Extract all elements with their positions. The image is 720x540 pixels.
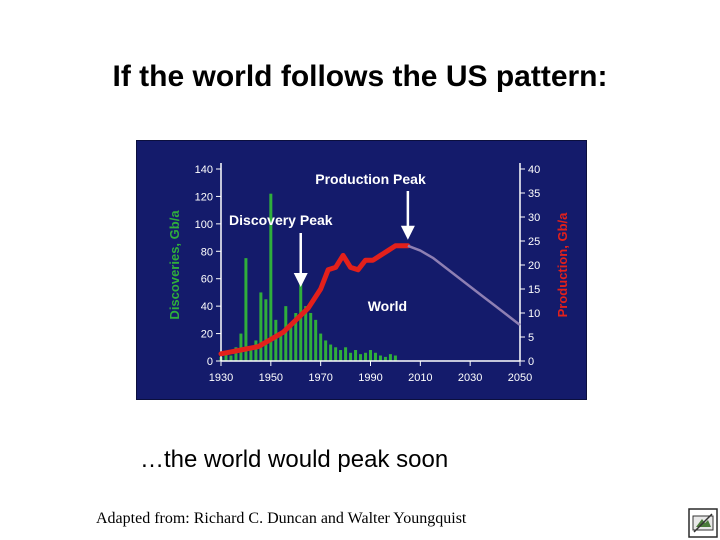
discovery-bar [239, 333, 243, 361]
discovery-bar [324, 340, 328, 361]
discovery-bar [244, 258, 248, 361]
right-tick-label: 20 [528, 260, 540, 272]
discovery-bar [329, 344, 333, 361]
discovery-peak-arrow-head [293, 273, 308, 287]
chart-axes: 0 20 40 60 80 100 120 140 0 5 10 15 20 25 30 35 40 1930 19… [167, 163, 570, 384]
discovery-bar [314, 319, 318, 361]
discovery-bar [383, 356, 387, 361]
discovery-bar [378, 355, 382, 361]
discovery-bar [373, 352, 377, 361]
discovery-bar [339, 350, 343, 361]
discovery-bar [269, 193, 273, 361]
x-tick-label: 2030 [458, 372, 482, 384]
discovery-bar [229, 355, 233, 361]
discovery-bar [234, 347, 238, 361]
left-tick-label: 60 [201, 274, 213, 286]
right-tick-label: 35 [528, 188, 540, 200]
source-credit: Adapted from: Richard C. Duncan and Walt… [96, 510, 467, 527]
right-tick-label: 25 [528, 236, 540, 248]
production-peak-label: Production Peak [315, 171, 426, 187]
left-tick-label: 0 [207, 356, 213, 368]
discovery-bar [354, 350, 358, 361]
chart-annotations: Discovery Peak Production Peak World [229, 171, 426, 314]
left-tick-label: 120 [195, 191, 213, 203]
discovery-bar [393, 355, 397, 361]
discovery-bar [344, 347, 348, 361]
discoveries-bars [219, 193, 397, 361]
slide-nav-icon[interactable] [688, 508, 718, 538]
x-tick-label: 1950 [259, 372, 283, 384]
discovery-bar [369, 350, 372, 361]
right-tick-label: 10 [528, 308, 540, 320]
slide-subtitle: …the world would peak soon [140, 446, 449, 473]
x-tick-label: 1990 [358, 372, 382, 384]
discovery-bar [279, 333, 283, 361]
production-history-line [218, 243, 411, 357]
peak-oil-chart: 0 20 40 60 80 100 120 140 0 5 10 15 20 25 30 35 40 1930 19… [136, 140, 587, 400]
discovery-bar [359, 354, 363, 361]
discovery-bar [274, 319, 278, 361]
left-tick-label: 80 [201, 246, 213, 258]
left-tick-label: 140 [195, 164, 213, 176]
discovery-bar [249, 350, 253, 361]
slide-title: If the world follows the US pattern: [112, 60, 608, 93]
left-tick-label: 100 [195, 219, 213, 231]
chart-svg: 0 20 40 60 80 100 120 140 0 5 10 15 20 25 30 35 40 1930 19… [167, 163, 570, 384]
x-tick-label: 1930 [209, 372, 233, 384]
discovery-bar [319, 333, 323, 361]
right-tick-label: 15 [528, 284, 540, 296]
discovery-bar [254, 340, 258, 361]
discovery-bar [289, 326, 293, 361]
discovery-bar [299, 278, 303, 361]
x-tick-label: 2050 [508, 372, 532, 384]
discovery-bar [224, 354, 228, 361]
right-tick-label: 40 [528, 164, 540, 176]
discovery-bar [309, 313, 313, 361]
left-tick-label: 40 [201, 301, 213, 313]
production-peak-arrow-head [400, 225, 415, 240]
right-tick-label: 5 [528, 332, 534, 344]
discovery-peak-label: Discovery Peak [229, 212, 333, 228]
production-forecast-line [407, 244, 521, 326]
discovery-bar [349, 352, 353, 361]
discovery-bar [284, 306, 288, 361]
left-tick-label: 20 [201, 329, 213, 341]
discovery-bar [304, 306, 308, 361]
right-axis-title: Production, Gb/a [555, 212, 570, 317]
right-tick-label: 0 [528, 356, 534, 368]
left-axis-title: Discoveries, Gb/a [167, 210, 182, 320]
discovery-bar [294, 313, 298, 361]
discovery-bar [388, 354, 392, 361]
right-tick-label: 30 [528, 212, 540, 224]
production-curve [218, 243, 521, 357]
discovery-bar [364, 352, 368, 361]
discovery-bar [264, 299, 268, 361]
world-series-label: World [368, 298, 407, 314]
x-tick-label: 2010 [408, 372, 432, 384]
discovery-bar [259, 292, 263, 361]
discovery-bar [334, 347, 338, 361]
x-tick-label: 1970 [308, 372, 332, 384]
